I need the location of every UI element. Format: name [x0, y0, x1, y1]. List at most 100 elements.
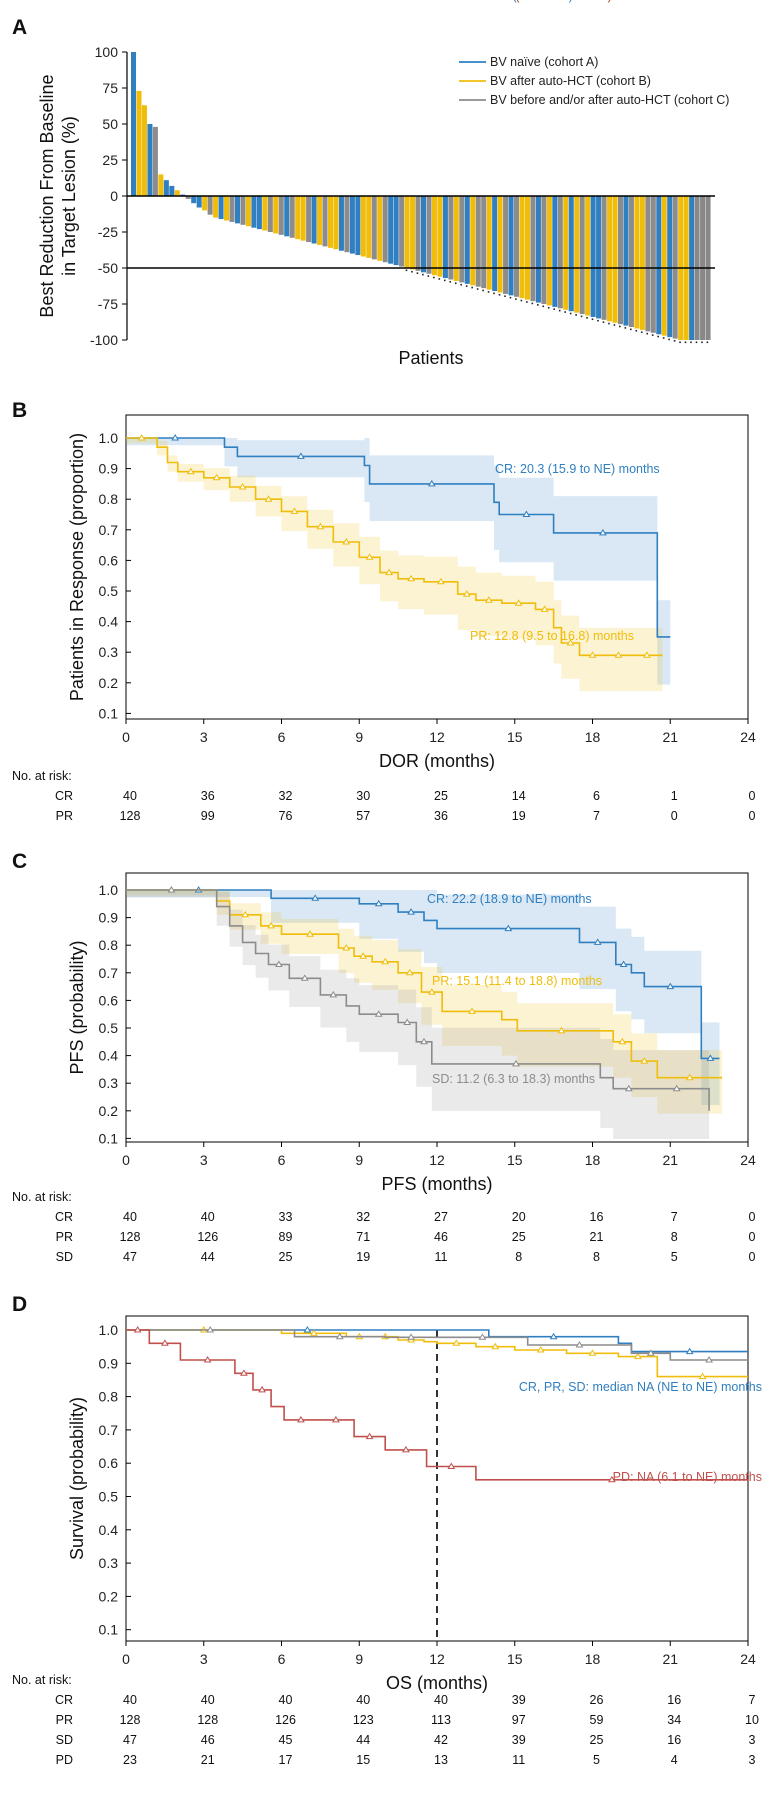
- y-tick-label-c: 0.7: [99, 965, 119, 981]
- censor-mark-pd: [203, 1356, 212, 1363]
- at-risk-value-d: 128: [197, 1713, 218, 1727]
- y-tick-label-c: 0.8: [99, 937, 119, 953]
- y-tick-label-d: 1.0: [99, 1322, 119, 1338]
- x-tick-label-b: 21: [662, 729, 678, 745]
- x-axis-label-d: OS (months): [386, 1673, 488, 1693]
- censor-mark-pr: [491, 1342, 500, 1350]
- bar-end-marker: [619, 325, 621, 328]
- y-tick-label-b: 0.8: [99, 491, 119, 507]
- at-risk-value-d: 5: [593, 1753, 600, 1767]
- panel-b: B0.10.20.30.40.50.60.70.80.91.00 3 6 9 12 15 1…: [12, 399, 756, 823]
- confidence-band-cr: [126, 438, 671, 685]
- bar-end-marker: [416, 272, 419, 274]
- censor-mark-pr: [698, 1372, 707, 1380]
- censor-mark-pr: [588, 1349, 597, 1356]
- y-tick-label-b: 0.5: [99, 583, 119, 599]
- waterfall-bar: [349, 196, 355, 254]
- censor-mark-pr: [342, 944, 351, 951]
- at-risk-group-c: CR: [55, 1210, 73, 1224]
- y-tick-label-a: 50: [102, 116, 118, 132]
- x-tick-label-b: 12: [429, 729, 445, 745]
- censor-mark-cr: [171, 434, 180, 441]
- bar-end-marker: [443, 279, 446, 282]
- at-risk-value-c: 44: [201, 1250, 215, 1264]
- at-risk-value-b: 36: [434, 809, 448, 823]
- waterfall-bar: [147, 124, 153, 196]
- y-tick-label-a: 0: [110, 188, 118, 204]
- at-risk-group-b: CR: [55, 789, 73, 803]
- waterfall-bar: [366, 196, 372, 258]
- at-risk-value-b: 19: [512, 809, 526, 823]
- waterfall-bar: [574, 196, 580, 313]
- km-curve-pr: [126, 437, 663, 657]
- series-annotation-pd: PD: NA (6.1 to NE) months: [613, 1470, 762, 1484]
- censor-mark-pr: [186, 467, 195, 475]
- y-tick-label-b: 1.0: [99, 430, 119, 446]
- panel-label-b: B: [12, 399, 27, 422]
- no-at-risk-label-c: No. at risk:: [12, 1190, 72, 1204]
- at-risk-value-c: 0: [749, 1250, 756, 1264]
- x-tick-label-c: 15: [507, 1152, 523, 1168]
- censor-mark-cr: [504, 924, 513, 932]
- waterfall-bar: [514, 196, 520, 297]
- censor-mark-sd: [646, 1349, 655, 1356]
- waterfall-bar: [612, 196, 618, 323]
- censor-mark-pr: [685, 1073, 694, 1081]
- waterfall-bar: [240, 196, 246, 225]
- censor-mark-cr: [374, 899, 383, 907]
- waterfall-bar: [300, 196, 306, 241]
- censor-mark-cr: [407, 908, 415, 915]
- y-tick-label-a: -25: [98, 224, 118, 240]
- at-risk-value-b: 40: [123, 789, 137, 803]
- km-curve-cr: [126, 889, 720, 1060]
- waterfall-bar: [546, 196, 552, 306]
- censor-mark-sd: [420, 1037, 428, 1045]
- censor-mark-pr: [540, 605, 549, 612]
- censor-mark-pr: [212, 473, 221, 481]
- bar-end-marker: [547, 306, 550, 309]
- x-tick-label-b: 15: [507, 729, 523, 745]
- rate-row: PD: 59.2% (36.2% to 76.3%): [452, 0, 612, 3]
- waterfall-bar: [623, 196, 629, 326]
- y-tick-label-d: 0.1: [99, 1622, 119, 1638]
- waterfall-bar: [607, 196, 613, 322]
- x-tick-label-b: 0: [122, 729, 130, 745]
- at-risk-value-d: 40: [201, 1693, 215, 1707]
- x-tick-label-d: 0: [122, 1651, 130, 1667]
- bar-end-marker: [591, 318, 594, 321]
- censor-mark-pr: [462, 590, 471, 597]
- y-tick-label-c: 0.1: [99, 1130, 119, 1146]
- censor-mark-pr: [614, 651, 623, 658]
- at-risk-value-b: 14: [512, 789, 526, 803]
- at-risk-value-d: 13: [434, 1753, 448, 1767]
- at-risk-value-c: 0: [749, 1230, 756, 1244]
- confidence-band-cr: [126, 890, 720, 1105]
- at-risk-value-d: 26: [590, 1693, 604, 1707]
- waterfall-bar: [218, 196, 224, 220]
- waterfall-bar: [628, 196, 634, 328]
- censor-mark-sd: [575, 1341, 584, 1348]
- bar-end-marker: [608, 322, 610, 325]
- waterfall-bar: [459, 196, 465, 283]
- at-risk-value-c: 16: [590, 1210, 604, 1224]
- bar-end-marker: [684, 341, 687, 344]
- y-tick-label-c: 0.4: [99, 1048, 119, 1064]
- waterfall-bar: [492, 196, 498, 292]
- at-risk-value-c: 0: [749, 1210, 756, 1224]
- waterfall-bar: [289, 196, 295, 238]
- at-risk-value-d: 42: [434, 1733, 448, 1747]
- bar-end-marker: [695, 341, 698, 344]
- y-tick-label-a: -50: [98, 260, 118, 276]
- waterfall-bar: [169, 185, 175, 196]
- km-curve-pd: [126, 1329, 748, 1481]
- bar-end-marker: [613, 324, 616, 326]
- x-tick-label-c: 6: [278, 1152, 286, 1168]
- bar-end-marker: [580, 315, 583, 318]
- y-tick-label-d: 0.2: [99, 1588, 119, 1604]
- at-risk-value-d: 128: [120, 1713, 141, 1727]
- censor-mark-pd: [133, 1326, 142, 1333]
- censor-mark-pr: [405, 968, 414, 976]
- y-tick-label-d: 0.3: [99, 1555, 119, 1571]
- at-risk-group-c: SD: [56, 1250, 73, 1264]
